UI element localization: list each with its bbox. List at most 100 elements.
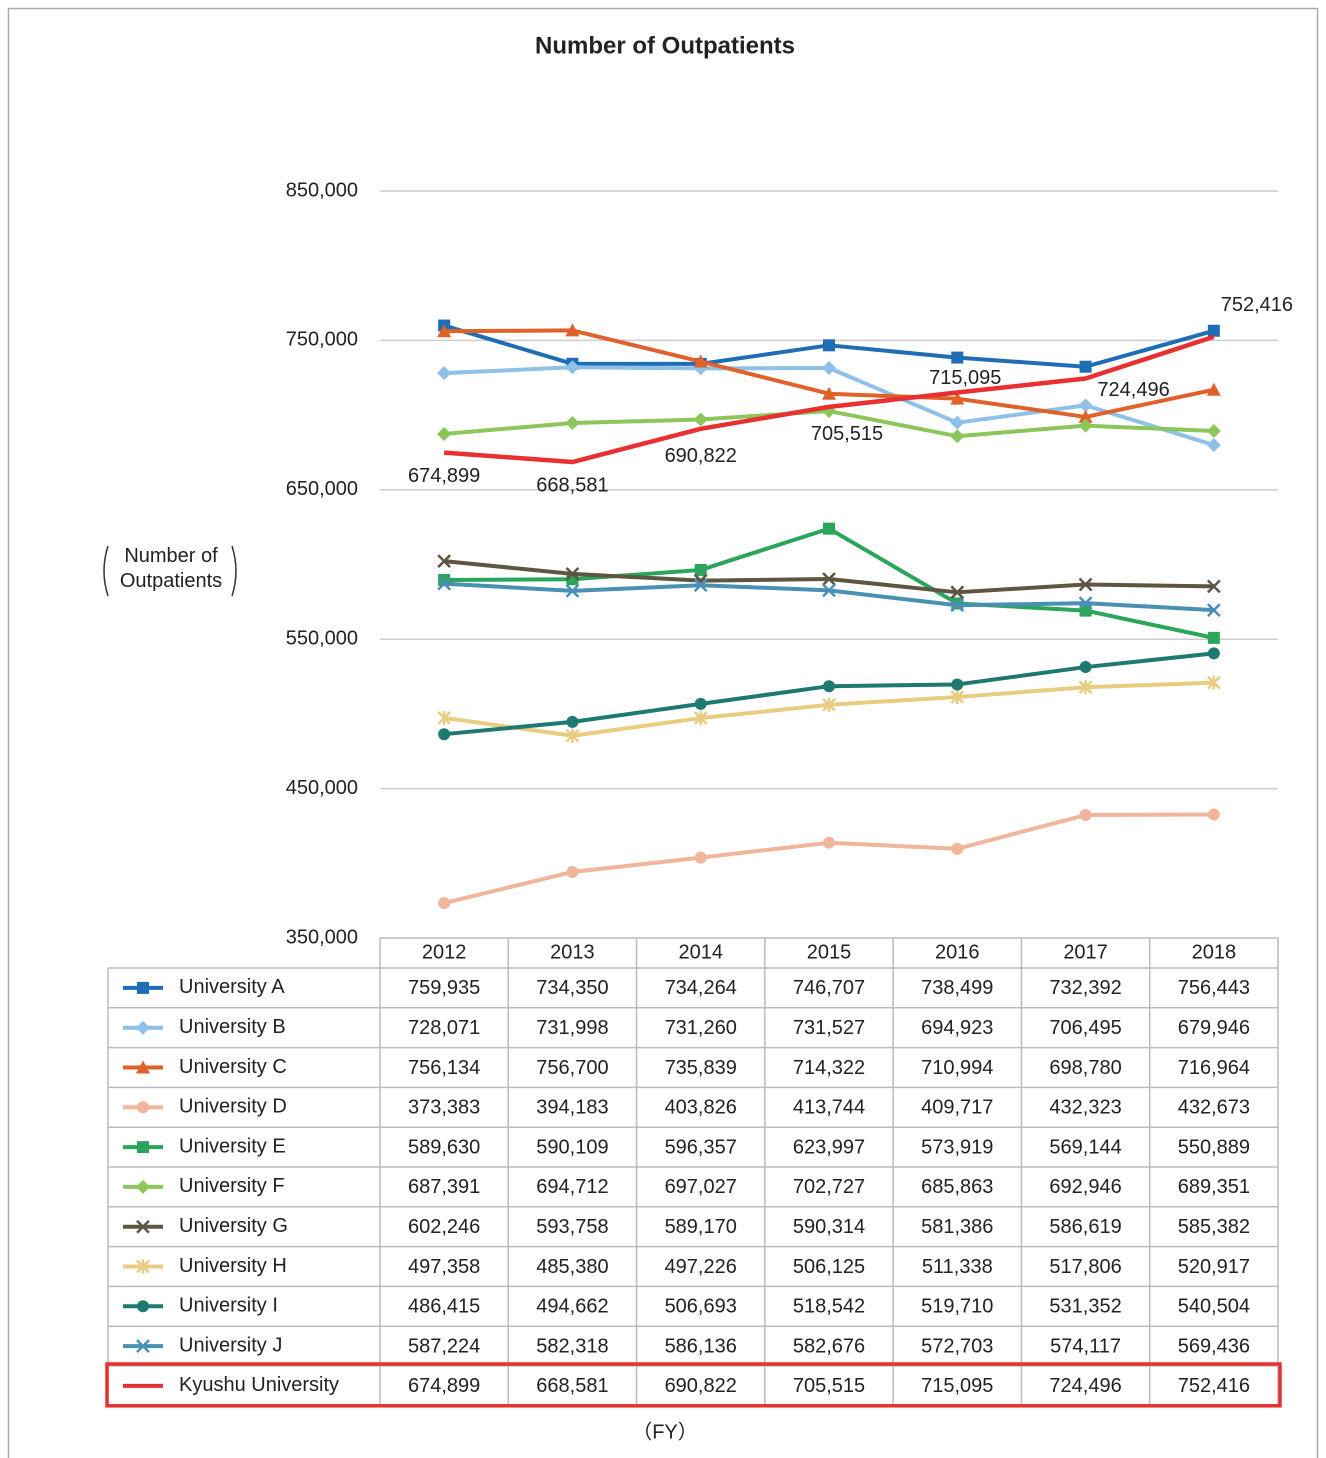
x-tick-label: 2016 — [935, 941, 980, 963]
table-cell: 517,806 — [1049, 1256, 1121, 1278]
table-cell: 506,125 — [793, 1256, 865, 1278]
table-cell: 497,358 — [408, 1256, 480, 1278]
table-cell: 738,499 — [921, 977, 993, 999]
table-cell: 756,443 — [1178, 977, 1250, 999]
y-tick-label: 650,000 — [286, 478, 358, 500]
table-cell: 602,246 — [408, 1216, 480, 1238]
data-point — [1078, 577, 1093, 592]
table-cell: 706,495 — [1049, 1017, 1121, 1039]
table-cell: 403,826 — [665, 1097, 737, 1119]
table-cell: 550,889 — [1178, 1136, 1250, 1158]
data-point — [822, 386, 836, 400]
legend-label: University G — [179, 1215, 288, 1237]
data-point — [1078, 680, 1093, 695]
series-line — [444, 581, 1214, 613]
table-cell: 582,676 — [793, 1335, 865, 1357]
y-label-bracket — [231, 545, 237, 597]
table-cell: 589,170 — [665, 1216, 737, 1238]
data-label: 752,416 — [1221, 294, 1293, 316]
table-cell: 692,946 — [1049, 1176, 1121, 1198]
data-label: 668,581 — [536, 474, 608, 496]
table-cell: 432,673 — [1178, 1097, 1250, 1119]
data-point — [950, 598, 965, 613]
table-cell: 679,946 — [1178, 1017, 1250, 1039]
data-point — [437, 710, 452, 725]
highlight-box — [105, 1362, 1282, 1408]
table-cell: 756,700 — [536, 1057, 608, 1079]
data-point — [437, 554, 452, 569]
data-point — [1206, 382, 1221, 396]
data-point — [1207, 631, 1220, 644]
table-cell: 689,351 — [1178, 1176, 1250, 1198]
x-tick-label: 2017 — [1063, 941, 1108, 963]
data-point — [950, 585, 965, 600]
table-cell: 732,392 — [1049, 977, 1121, 999]
x-axis-label: （FY） — [632, 1420, 698, 1443]
legend-marker — [137, 1101, 149, 1114]
legend-label: University J — [179, 1334, 282, 1356]
data-point — [951, 351, 964, 364]
table-cell: 731,998 — [536, 1017, 608, 1039]
table-cell: 518,542 — [793, 1296, 865, 1318]
y-tick-label: 750,000 — [286, 329, 358, 351]
data-point — [950, 689, 965, 704]
data-point — [694, 851, 707, 864]
data-point — [951, 842, 964, 855]
table-cell: 623,997 — [793, 1136, 865, 1158]
legend-marker — [137, 1300, 149, 1313]
table-cell: 702,727 — [793, 1176, 865, 1198]
table-cell: 409,717 — [921, 1097, 993, 1119]
data-point — [823, 836, 835, 849]
table-cell: 752,416 — [1178, 1375, 1250, 1397]
table-cell: 506,693 — [665, 1296, 737, 1318]
table-cell: 531,352 — [1049, 1296, 1121, 1318]
table-cell: 698,780 — [1049, 1057, 1121, 1079]
data-point — [694, 563, 707, 576]
table-cell: 734,264 — [665, 977, 737, 999]
table-cell: 540,504 — [1178, 1296, 1250, 1318]
chart-title: Number of Outpatients — [535, 32, 795, 59]
table-cell: 413,744 — [793, 1097, 865, 1119]
table-cell: 694,923 — [921, 1017, 993, 1039]
table-cell: 373,383 — [408, 1097, 480, 1119]
data-point — [565, 416, 580, 431]
table-cell: 734,350 — [536, 977, 608, 999]
table-cell: 735,839 — [665, 1057, 737, 1079]
table-cell: 511,338 — [922, 1256, 993, 1278]
series-line — [443, 651, 1215, 737]
table-cell: 497,226 — [665, 1256, 737, 1278]
data-point — [1206, 603, 1221, 618]
legend-marker — [137, 981, 149, 994]
data-point — [694, 697, 707, 710]
data-point — [822, 360, 836, 375]
legend-marker — [136, 1339, 150, 1353]
table-cell: 716,964 — [1178, 1057, 1250, 1079]
data-label: 674,899 — [408, 465, 480, 487]
table-cell: 596,357 — [665, 1136, 737, 1158]
data-point — [1078, 596, 1093, 611]
data-point — [1079, 809, 1092, 822]
data-point — [1206, 579, 1221, 594]
table-cell: 574,117 — [1050, 1335, 1121, 1357]
table-cell: 756,134 — [408, 1057, 480, 1079]
data-point — [1078, 409, 1093, 423]
data-point — [565, 323, 580, 337]
data-point — [1078, 398, 1093, 413]
table-cell: 572,703 — [921, 1335, 993, 1357]
x-tick-label: 2015 — [807, 941, 852, 963]
table-cell: 731,260 — [665, 1017, 737, 1039]
table-cell: 520,917 — [1178, 1256, 1250, 1278]
table-cell: 694,712 — [536, 1176, 608, 1198]
table-cell: 573,919 — [921, 1136, 993, 1158]
data-point — [823, 680, 835, 693]
data-label: 705,515 — [811, 423, 883, 445]
data-label: 715,095 — [929, 367, 1001, 389]
table-cell: 668,581 — [536, 1375, 608, 1397]
y-axis-label: Number of Outpatients — [119, 545, 223, 592]
table-cell: 582,318 — [536, 1335, 608, 1357]
legend-label: University D — [179, 1096, 287, 1118]
table-cell: 590,314 — [793, 1216, 865, 1238]
data-point — [1207, 647, 1220, 660]
table-cell: 394,183 — [536, 1097, 608, 1119]
